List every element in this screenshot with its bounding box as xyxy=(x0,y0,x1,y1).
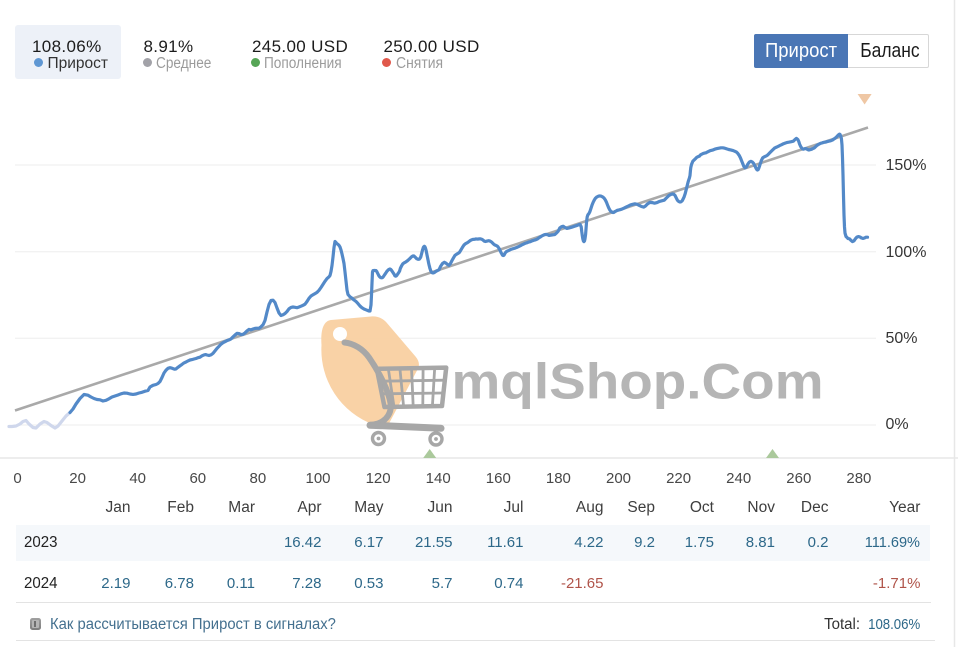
svg-text:mqlShop.Com: mqlShop.Com xyxy=(452,354,824,410)
